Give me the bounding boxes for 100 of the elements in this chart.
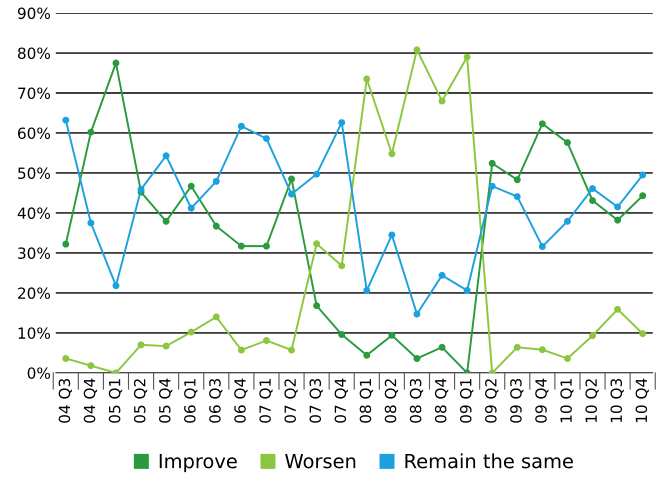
point [288,346,296,354]
point [162,218,170,225]
point [62,240,70,248]
y-tick-label: 10% [18,327,50,339]
point [488,182,496,190]
point [62,116,70,124]
point [87,219,94,226]
x-tick-label: 04 Q4 [84,378,98,423]
x-tick-label: 04 Q3 [58,378,72,423]
point [438,272,446,279]
point [639,330,646,338]
y-tick-label: 70% [18,87,50,100]
x-tick-label: 06 Q4 [234,378,248,423]
y-tick-label: 50% [18,167,50,179]
y-tick-label: 80% [18,47,50,60]
point [589,197,596,204]
x-tick-label: 08 Q4 [434,378,448,423]
point [388,150,396,158]
x-tick-label: 08 Q2 [384,379,398,423]
point [188,182,195,190]
point [313,302,320,310]
point [564,139,571,146]
point [438,344,446,351]
point [212,178,220,185]
y-tick-label: 20% [18,287,50,299]
y-tick-label: 0% [28,367,50,379]
x-tick-label: 06 Q1 [184,379,198,423]
legend-label: Worsen [285,454,356,468]
point [62,355,70,362]
point [238,346,245,354]
y-tick-label: 40% [18,207,50,219]
point [413,310,420,318]
x-tick-label: 08 Q1 [360,379,373,423]
x-tick-label: 10 Q4 [636,378,649,422]
point [639,192,646,200]
point [514,344,521,351]
legend-label: Remain the same [405,453,573,468]
point [162,342,170,350]
point [363,76,370,82]
x-tick-label: 08 Q3 [410,378,424,423]
point [388,332,396,339]
point [288,190,296,198]
point [238,122,245,130]
point [262,242,270,250]
point [262,337,270,344]
point [413,46,420,54]
point [188,204,195,212]
point [112,282,120,290]
point [188,328,195,336]
x-tick-label: 05 Q1 [108,379,122,423]
point [138,186,145,193]
point [212,313,220,320]
x-tick-label: 10 Q2 [585,379,599,422]
point [338,262,346,270]
x-tick-label: 05 Q4 [159,378,172,423]
x-tick-label: 09 Q2 [485,379,498,423]
y-tick-label: 60% [18,127,50,140]
point [639,171,646,178]
point [313,170,320,178]
y-tick-label: 90% [18,8,50,20]
point [87,128,94,136]
point [438,98,446,104]
x-tick-label: 07 Q4 [334,378,348,423]
point [363,287,370,294]
point [212,222,220,230]
point [614,306,622,313]
point [614,216,622,224]
point [338,331,346,338]
point [464,287,471,294]
point [514,193,521,200]
x-tick-label: 10 Q1 [560,379,574,422]
x-tick-label: 09 Q1 [460,379,474,423]
point [388,231,396,238]
point [363,352,370,359]
point [288,175,296,182]
point [464,54,471,60]
point [338,119,346,126]
y-tick-label: 30% [18,247,50,259]
legend-label: Improve [160,454,237,472]
x-tick-label: 09 Q3 [510,378,524,423]
x-tick-label: 07 Q3 [309,378,323,423]
point [238,242,245,250]
point [313,240,320,248]
point [538,120,546,128]
point [262,135,270,142]
x-tick-label: 05 Q2 [134,379,148,423]
x-tick-label: 07 Q1 [259,379,273,423]
point [589,332,596,340]
point [614,203,622,210]
point [112,60,120,66]
point [564,218,571,225]
point [538,243,546,250]
point [538,346,546,354]
point [87,362,94,370]
point [514,176,521,184]
x-tick-label: 07 Q2 [284,379,298,423]
point [589,185,596,192]
point [138,341,145,348]
point [488,160,496,167]
point [564,355,571,362]
